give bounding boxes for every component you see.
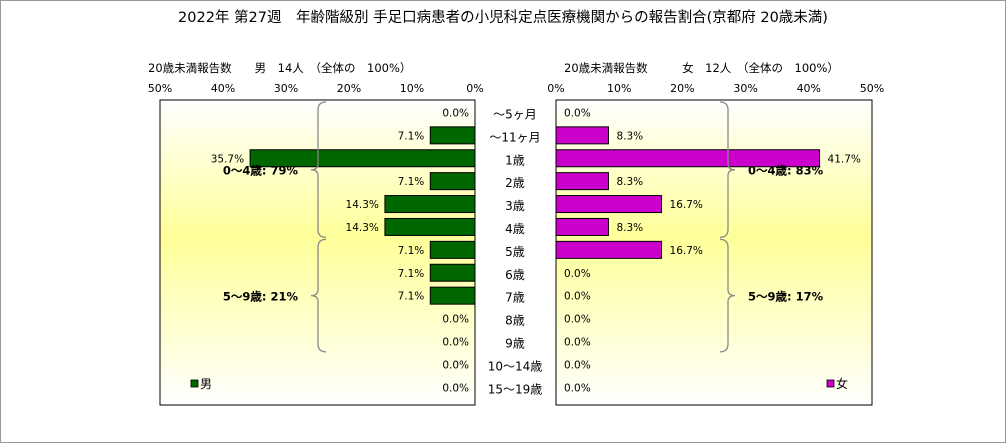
male-value-label: 7.1%	[398, 245, 425, 257]
category-label: 1歳	[505, 153, 525, 167]
female-value-label: 16.7%	[670, 199, 703, 211]
female-value-label: 0.0%	[564, 314, 591, 326]
left-axis-tick-label: 20%	[337, 82, 361, 95]
male-legend-label: 男	[200, 377, 212, 391]
male-group-label: 5～9歳: 21%	[223, 290, 299, 304]
male-bar	[429, 263, 476, 282]
category-label: 9歳	[505, 336, 525, 350]
female-value-label: 41.7%	[828, 153, 861, 165]
category-label: 7歳	[505, 291, 525, 305]
category-label: 10～14歳	[488, 359, 543, 373]
category-label: 15～19歳	[488, 382, 543, 396]
left-axis-tick-label: 50%	[148, 82, 172, 95]
right-axis-tick-label: 0%	[547, 82, 564, 95]
female-bar	[555, 195, 663, 214]
category-label: 2歳	[505, 176, 525, 190]
chart-title: 2022年 第27週 年齢階級別 手足口病患者の小児科定点医療機関からの報告割合…	[178, 10, 828, 26]
female-value-label: 0.0%	[564, 336, 591, 348]
male-value-label: 0.0%	[442, 314, 469, 326]
female-bar	[555, 172, 609, 191]
category-label: 5歳	[505, 245, 525, 259]
male-value-label: 35.7%	[211, 153, 244, 165]
female-value-label: 8.3%	[616, 130, 643, 142]
right-axis-tick-label: 50%	[860, 82, 884, 95]
female-value-label: 0.0%	[564, 268, 591, 280]
male-bar	[384, 217, 476, 236]
male-value-label: 0.0%	[442, 336, 469, 348]
left-axis-tick-label: 0%	[466, 82, 483, 95]
male-value-label: 0.0%	[442, 107, 469, 119]
female-bar	[555, 149, 821, 168]
male-value-label: 7.1%	[398, 291, 425, 303]
female-value-label: 0.0%	[564, 359, 591, 371]
male-bar	[429, 240, 476, 259]
male-bar	[429, 286, 476, 305]
female-bar	[555, 126, 609, 145]
category-label: 6歳	[505, 268, 525, 282]
right-axis-tick-label: 40%	[797, 82, 821, 95]
right-axis-tick-label: 20%	[670, 82, 694, 95]
category-label: 4歳	[505, 222, 525, 236]
left-axis-tick-label: 30%	[274, 82, 298, 95]
female-group-label: 0～4歳: 83%	[748, 164, 824, 178]
male-group-label: 0～4歳: 79%	[223, 164, 299, 178]
female-series-header: 20歳未満報告数 女 12人 （全体の 100%）	[564, 61, 839, 75]
category-label: ～11ヶ月	[489, 130, 540, 144]
female-legend-label: 女	[836, 376, 848, 391]
female-group-bracket	[719, 101, 736, 239]
male-bar	[429, 126, 476, 145]
male-legend-swatch	[190, 379, 199, 388]
male-value-label: 14.3%	[346, 222, 379, 234]
female-value-label: 8.3%	[616, 176, 643, 188]
male-value-label: 7.1%	[398, 130, 425, 142]
male-value-label: 7.1%	[398, 176, 425, 188]
female-group-bracket	[719, 238, 736, 353]
female-value-label: 8.3%	[616, 222, 643, 234]
male-series-header: 20歳未満報告数 男 14人 （全体の 100%）	[148, 61, 411, 75]
male-value-label: 0.0%	[442, 359, 469, 371]
male-value-label: 0.0%	[442, 382, 469, 394]
female-value-label: 0.0%	[564, 382, 591, 394]
male-bar	[384, 195, 476, 214]
category-label: 3歳	[505, 199, 525, 213]
male-group-bracket	[310, 101, 327, 239]
female-bar	[555, 217, 609, 236]
male-value-label: 14.3%	[346, 199, 379, 211]
left-axis-tick-label: 10%	[400, 82, 424, 95]
female-value-label: 16.7%	[670, 245, 703, 257]
category-label: 8歳	[505, 314, 525, 328]
male-group-bracket	[310, 238, 327, 353]
right-axis-tick-label: 30%	[733, 82, 757, 95]
male-bar	[429, 172, 476, 191]
female-group-label: 5～9歳: 17%	[748, 290, 824, 304]
female-legend-swatch	[826, 379, 835, 388]
left-axis-tick-label: 40%	[211, 82, 235, 95]
male-value-label: 7.1%	[398, 268, 425, 280]
category-label: ～5ヶ月	[493, 107, 537, 121]
female-value-label: 0.0%	[564, 291, 591, 303]
female-bar	[555, 240, 663, 259]
male-bar	[249, 149, 476, 168]
right-axis-tick-label: 10%	[607, 82, 631, 95]
female-value-label: 0.0%	[564, 107, 591, 119]
